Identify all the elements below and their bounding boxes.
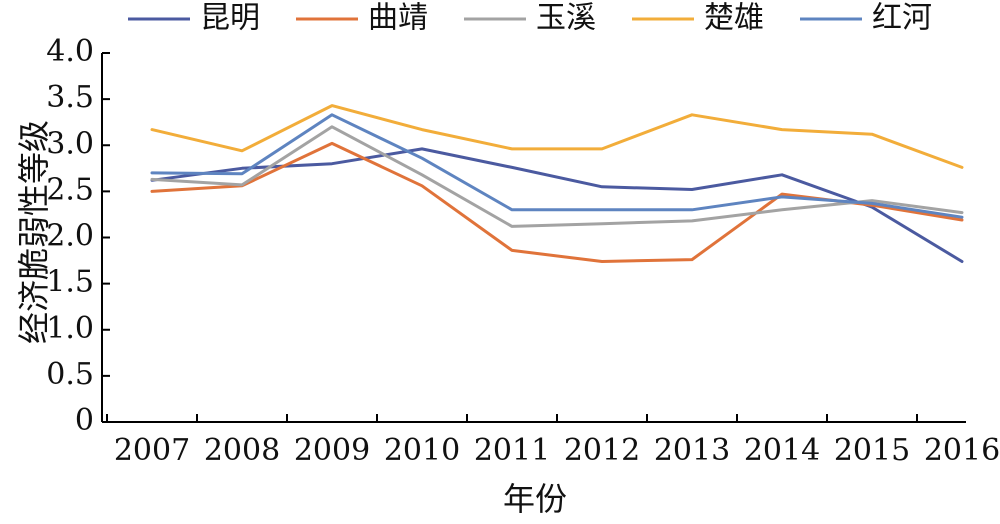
x-axis-title: 年份 — [503, 480, 567, 518]
legend-label: 红河 — [872, 1, 932, 36]
x-tick-label: 2015 — [834, 433, 910, 468]
series-红河 — [150, 113, 964, 219]
legend-label: 曲靖 — [368, 1, 428, 36]
y-tick-label: 1.0 — [46, 311, 94, 346]
x-tick-label: 2011 — [474, 433, 550, 468]
x-tick-label: 2013 — [654, 433, 730, 468]
x-tick-label: 2007 — [114, 433, 190, 468]
y-axis-title: 经济脆弱性等级 — [15, 120, 53, 344]
y-tick-label: 3.5 — [46, 80, 94, 115]
series-line — [150, 104, 964, 169]
legend-item: 玉溪 — [464, 1, 596, 36]
legend-item: 曲靖 — [296, 1, 428, 36]
y-tick-label: 3.0 — [46, 126, 94, 161]
legend: 昆明 曲靖 玉溪 楚雄 红河 — [128, 1, 932, 36]
series-玉溪 — [150, 125, 964, 228]
plot-area — [150, 104, 964, 263]
y-tick-label: 0.5 — [46, 357, 94, 392]
x-tick-label: 2014 — [744, 433, 820, 468]
y-tick-label: 0 — [75, 403, 94, 438]
x-tick-label: 2016 — [924, 433, 1000, 468]
x-tick-label: 2010 — [384, 433, 460, 468]
legend-item: 昆明 — [128, 1, 260, 36]
legend-label: 楚雄 — [704, 1, 764, 36]
y-tick-label: 4.0 — [46, 34, 94, 69]
y-axis: 0 0.5 1.0 1.5 2.0 2.5 3.0 3.5 4.0 — [46, 34, 110, 438]
series-line — [150, 113, 964, 219]
series-楚雄 — [150, 104, 964, 169]
x-axis: 2007 2008 2009 2010 2011 2012 2013 2014 2015 2016 — [102, 414, 1000, 468]
x-tick-label: 2008 — [204, 433, 280, 468]
series-line — [150, 125, 964, 228]
legend-label: 昆明 — [200, 1, 260, 36]
x-tick-label: 2012 — [564, 433, 640, 468]
y-tick-label: 2.0 — [46, 219, 94, 254]
y-tick-label: 2.5 — [46, 172, 94, 207]
legend-item: 红河 — [800, 1, 932, 36]
legend-item: 楚雄 — [632, 1, 764, 36]
legend-label: 玉溪 — [536, 1, 596, 36]
y-tick-label: 1.5 — [46, 265, 94, 300]
x-tick-label: 2009 — [294, 433, 370, 468]
